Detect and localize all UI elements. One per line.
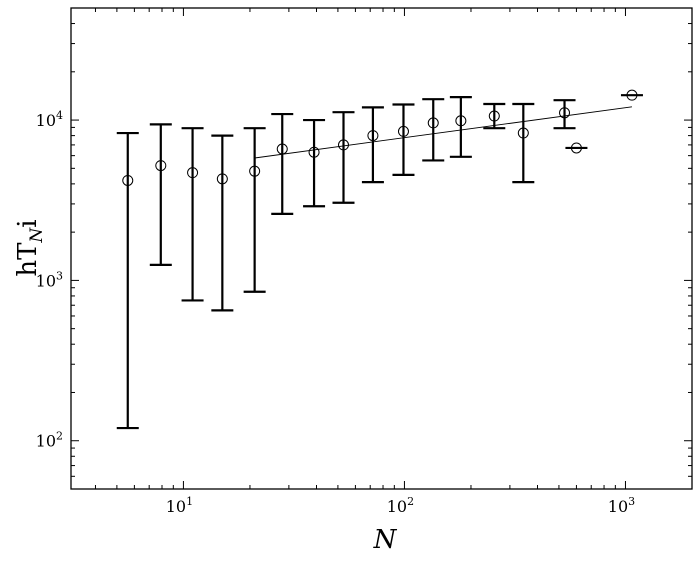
plot-frame [70,7,693,490]
x-tick-label: 102 [387,495,414,516]
data-point [397,125,409,137]
data-point [187,167,199,179]
data-point [367,130,379,142]
y-axis-title-sub: N [27,227,47,244]
data-point [517,127,529,139]
y-axis-title: hTNi [13,219,47,276]
y-tick-label: 102 [36,430,63,451]
data-point [559,107,571,119]
y-axis-title-tail: i [13,219,43,227]
data-point [216,173,228,185]
data-point [122,174,134,186]
data-point [626,89,638,101]
data-point [249,165,261,177]
fit-line [254,106,633,159]
x-tick-label: 103 [608,495,635,516]
data-point [427,117,439,129]
y-tick-label: 104 [36,109,63,130]
data-point [276,143,288,155]
data-point [570,142,582,154]
y-axis-title-main: hT [13,242,43,277]
x-tick-label: 101 [166,495,193,516]
svg-text:hTNi: hTNi [13,219,47,276]
y-tick-label: 103 [36,269,63,290]
data-point [455,115,467,127]
data-point [488,110,500,122]
x-axis-title: N [373,525,398,555]
data-point [308,146,320,158]
data-point [338,139,350,151]
data-point [155,160,167,172]
